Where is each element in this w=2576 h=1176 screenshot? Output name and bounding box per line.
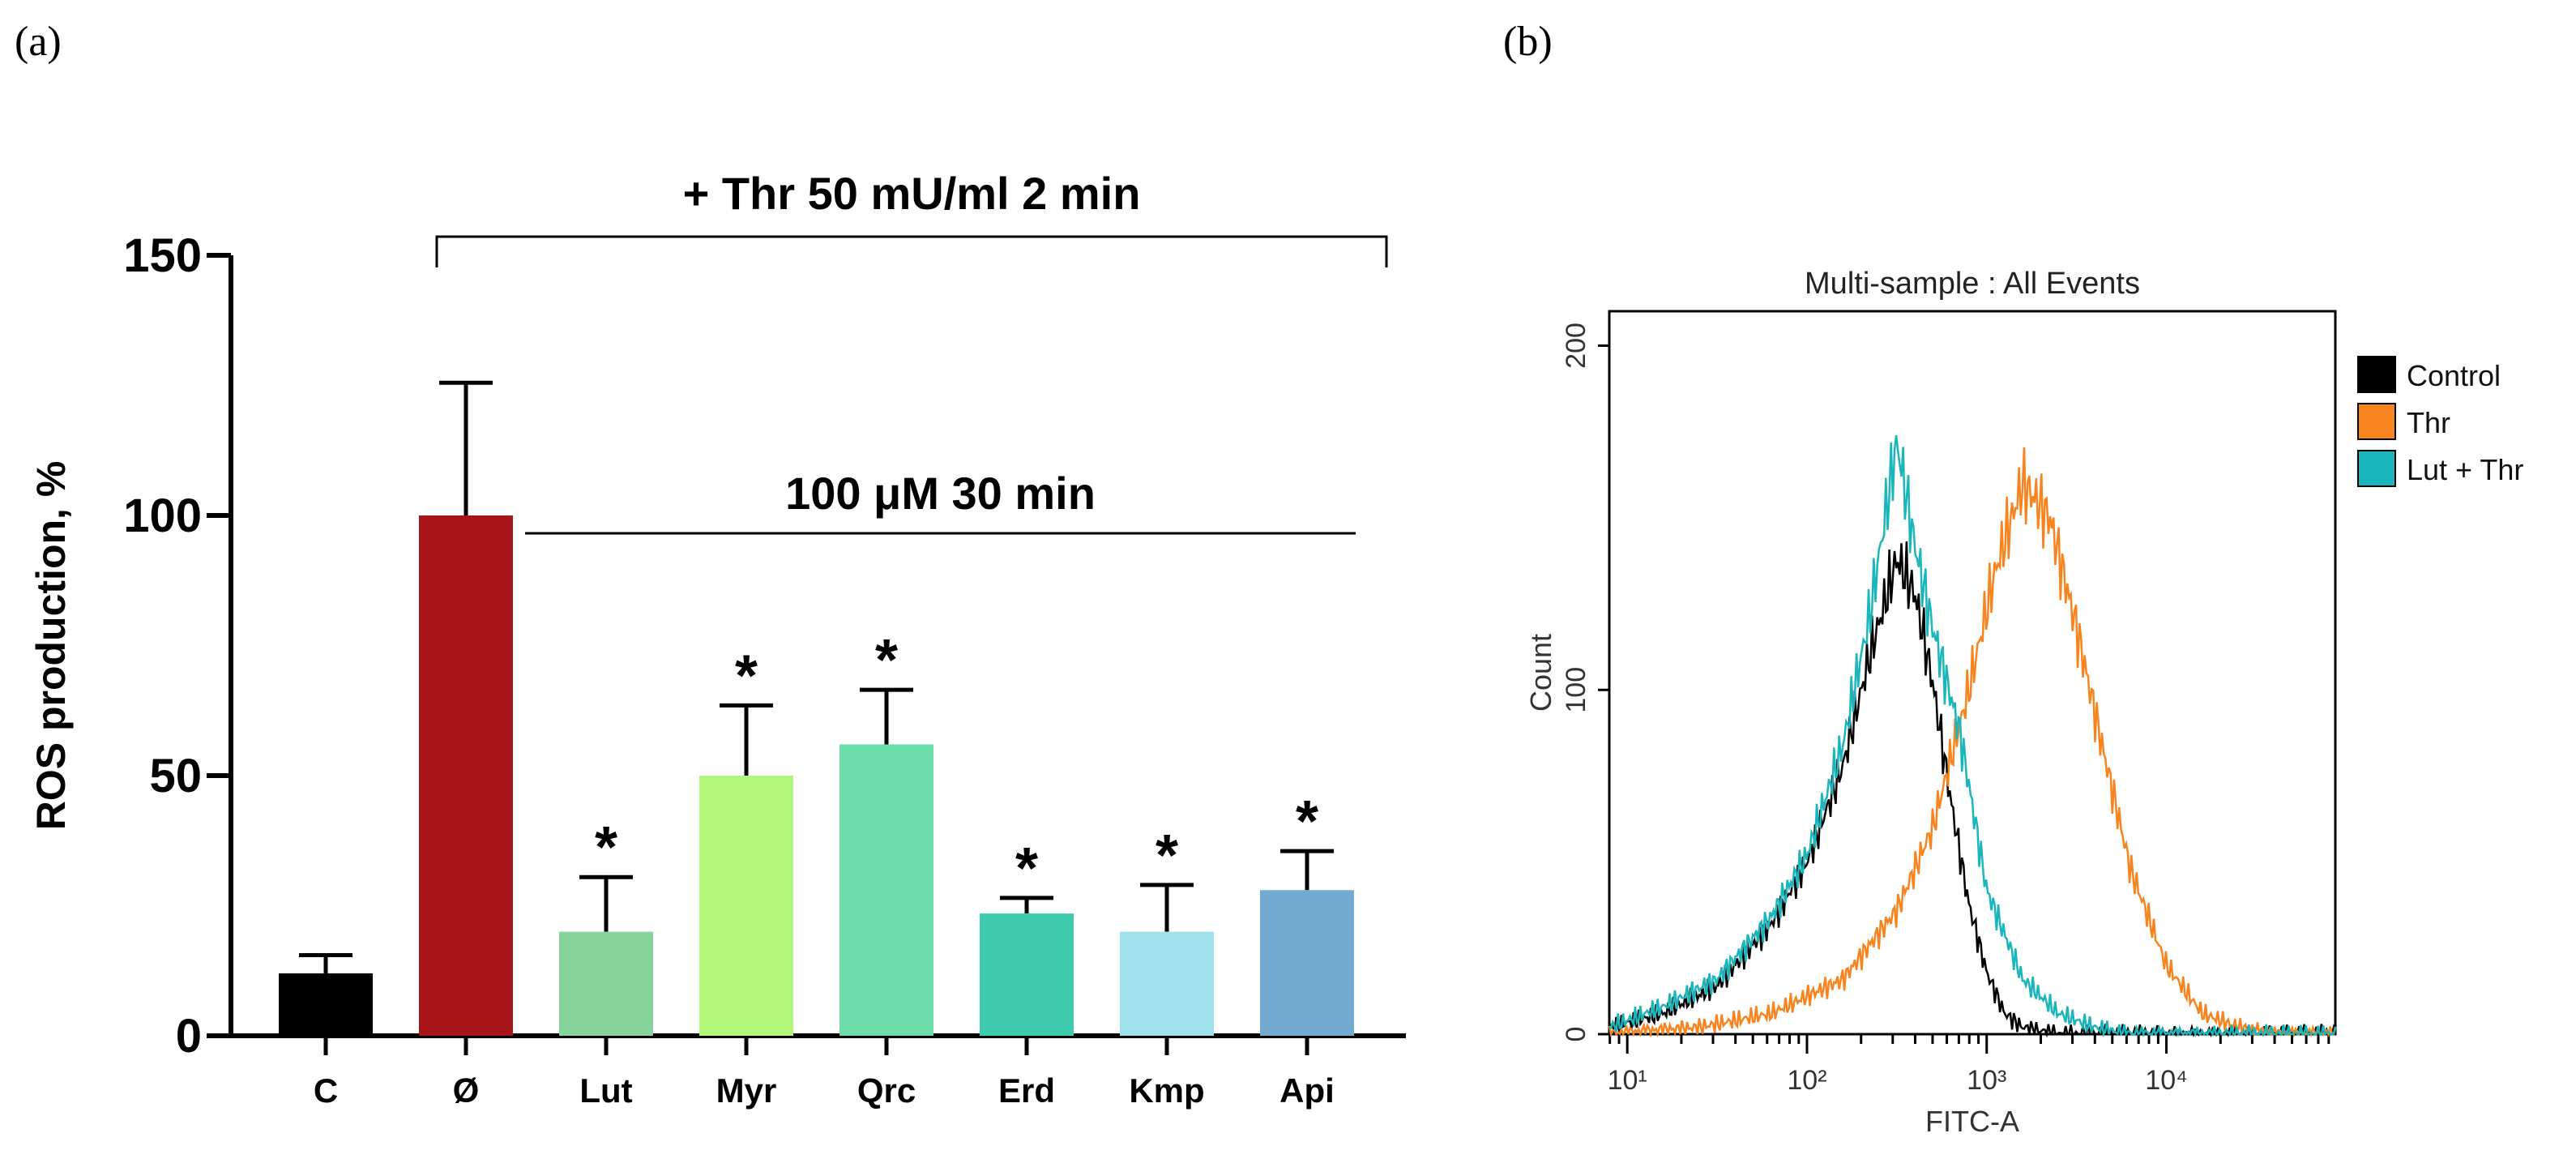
legend-label: Lut + Thr xyxy=(2407,453,2523,486)
y-tick-label: 0 xyxy=(1561,1027,1591,1042)
panel-b-label: (b) xyxy=(1503,19,1553,65)
x-tick-label: Api xyxy=(1279,1071,1335,1110)
legend-label: Control xyxy=(2407,359,2501,392)
x-tick-label: 10⁴ xyxy=(2145,1065,2187,1096)
treatment-bracket-label: + Thr 50 mU/ml 2 min xyxy=(683,168,1141,219)
y-tick-label: 150 xyxy=(123,229,202,282)
legend-swatch xyxy=(2357,356,2396,393)
bar-erd xyxy=(980,913,1074,1036)
y-tick-label: 100 xyxy=(123,490,202,542)
flow-cytometry-histogram: Multi-sample : All Events 0 100 200 Count 10¹… xyxy=(1524,267,2523,1138)
bar-myr xyxy=(699,776,793,1036)
bar-qrc xyxy=(839,744,933,1036)
histogram-series xyxy=(1608,447,2337,1038)
significance-star: * xyxy=(1296,789,1318,854)
x-tick-label: 10³ xyxy=(1967,1065,2006,1096)
histogram-title: Multi-sample : All Events xyxy=(1805,267,2140,301)
significance-star: * xyxy=(595,815,617,880)
y-tick-label: 0 xyxy=(176,1010,202,1063)
x-tick-label: 10² xyxy=(1787,1065,1826,1096)
plot-frame xyxy=(1608,310,2337,1036)
significance-star: * xyxy=(735,644,758,708)
y-tick-label: 50 xyxy=(149,750,202,802)
x-tick-label: Qrc xyxy=(857,1071,916,1110)
x-tick-label: 10¹ xyxy=(1608,1065,1647,1096)
x-tick-label: Lut xyxy=(579,1071,632,1110)
bar-ø xyxy=(419,515,513,1036)
bar-chart-ros-production: 0 50 100 150 ROS production, % C Ø Lut * Myr * Qrc *… xyxy=(28,168,1406,1110)
y-axis-label: ROS production, % xyxy=(28,461,74,831)
treatment-bracket xyxy=(435,235,1388,267)
legend-swatch xyxy=(2357,403,2396,440)
panel-a-label: (a) xyxy=(15,19,62,65)
significance-star: * xyxy=(875,628,898,693)
bar-kmp xyxy=(1120,931,1214,1036)
bar-c xyxy=(279,973,373,1036)
x-axis-label: FITC-A xyxy=(1925,1105,2019,1138)
flavonoid-line-label: 100 μM 30 min xyxy=(785,468,1096,519)
significance-star: * xyxy=(1156,823,1178,888)
x-tick-label: Myr xyxy=(716,1071,777,1110)
legend-swatch xyxy=(2357,450,2396,487)
histogram-series xyxy=(1608,541,2337,1038)
y-tick-label: 100 xyxy=(1561,667,1591,713)
bar-api xyxy=(1260,890,1354,1036)
x-tick-label: C xyxy=(314,1071,338,1110)
histogram-series xyxy=(1608,434,2337,1038)
y-tick-label: 200 xyxy=(1561,323,1591,369)
x-tick-label: Erd xyxy=(998,1071,1055,1110)
x-tick-label: Ø xyxy=(453,1071,480,1110)
bar-lut xyxy=(559,931,653,1036)
significance-star: * xyxy=(1015,836,1038,901)
x-tick-label: Kmp xyxy=(1129,1071,1204,1110)
y-axis-label: Count xyxy=(1524,634,1557,712)
legend-label: Thr xyxy=(2407,406,2450,439)
